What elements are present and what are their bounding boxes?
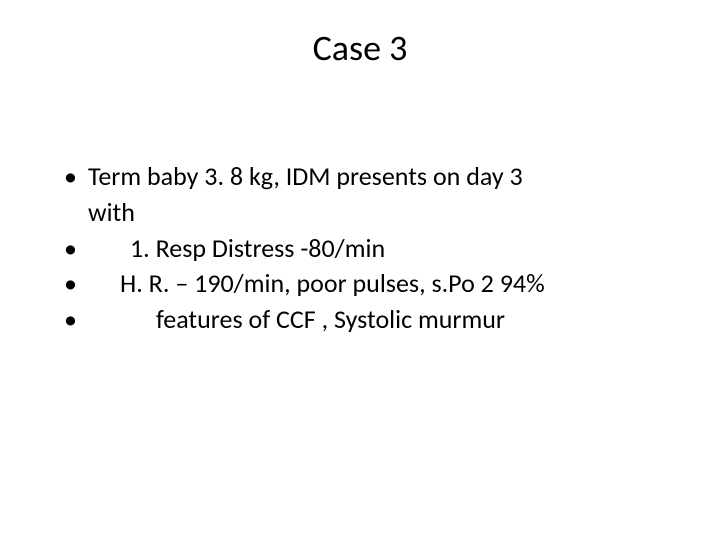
bullet-item: • Term baby 3. 8 kg, IDM presents on day… (64, 160, 680, 194)
bullet-marker-icon: • (64, 160, 88, 194)
bullet-item: • 1. Resp Distress -80/min (64, 232, 680, 266)
bullet-marker-icon: • (64, 232, 88, 266)
slide-container: Case 3 • Term baby 3. 8 kg, IDM presents… (0, 0, 720, 540)
bullet-item: • H. R. – 190/min, poor pulses, s.Po 2 9… (64, 267, 680, 301)
bullet-marker-icon: • (64, 303, 88, 337)
bullet-marker-icon: • (64, 267, 88, 301)
bullet-text: Term baby 3. 8 kg, IDM presents on day 3 (88, 160, 680, 194)
bullet-text: 1. Resp Distress -80/min (88, 232, 680, 266)
bullet-text: H. R. – 190/min, poor pulses, s.Po 2 94% (88, 267, 680, 301)
slide-title: Case 3 (40, 26, 680, 70)
bullet-item: • features of CCF , Systolic murmur (64, 303, 680, 337)
slide-content: • Term baby 3. 8 kg, IDM presents on day… (40, 160, 680, 337)
bullet-text: features of CCF , Systolic murmur (88, 303, 680, 337)
bullet-continuation: with (64, 196, 680, 230)
